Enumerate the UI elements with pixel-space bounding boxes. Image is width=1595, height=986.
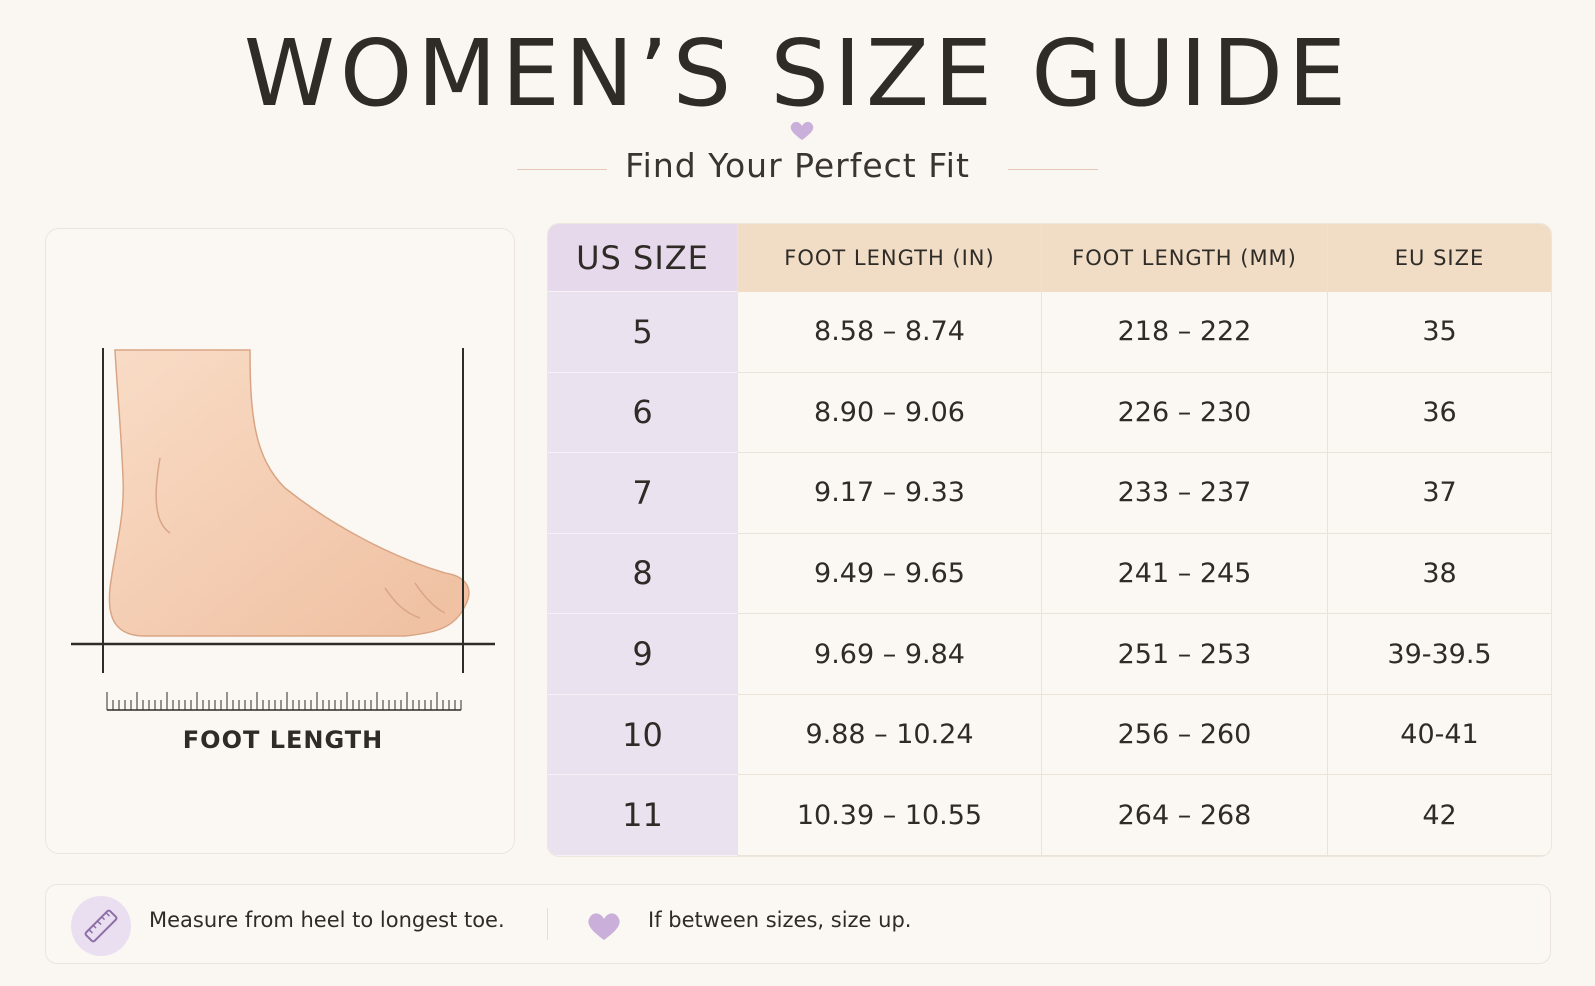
table-cell: 226 – 230 [1041,372,1327,454]
heart-icon [588,913,620,940]
table-cell: 8 [548,533,737,615]
table-cell: 9.49 – 9.65 [737,533,1041,615]
table-cell: 9.88 – 10.24 [737,694,1041,776]
title: WOMEN’S SIZE GUIDE [243,20,1352,127]
column-header: EU SIZE [1327,224,1551,292]
foot-illustration [71,348,495,711]
divider [547,908,548,940]
table-cell: 37 [1327,453,1551,534]
table-cell: 5 [548,292,737,373]
tips-bar [45,884,1551,964]
table-cell: 9.17 – 9.33 [737,453,1041,534]
table-cell: 264 – 268 [1041,775,1327,856]
table-cell: 233 – 237 [1041,453,1327,534]
size-table: US SIZE FOOT LENGTH (IN) FOOT LENGTH (MM) E… [547,223,1552,857]
table-cell: 11 [548,775,737,856]
table-cell: 10.39 – 10.55 [737,775,1041,856]
table-cell: 10 [548,694,737,776]
table-cell: 6 [548,372,737,454]
heart-icon [790,121,814,140]
divider [517,169,607,170]
table-cell: 218 – 222 [1041,292,1327,373]
column-header: US SIZE [548,224,737,292]
subtitle: Find Your Perfect Fit [625,146,970,185]
table-cell: 251 – 253 [1041,614,1327,695]
table-cell: 39-39.5 [1327,614,1551,695]
tip-text: If between sizes, size up. [648,908,912,932]
figure-label: FOOT LENGTH [182,726,384,754]
ruler-icon [71,896,131,956]
table-cell: 38 [1327,533,1551,615]
table-cell: 36 [1327,372,1551,454]
table-cell: 8.58 – 8.74 [737,292,1041,373]
column-header: FOOT LENGTH (IN) [737,224,1041,292]
ruler [106,692,462,710]
table-cell: 40-41 [1327,694,1551,776]
table-cell: 241 – 245 [1041,533,1327,615]
table-cell: 8.90 – 9.06 [737,372,1041,454]
tip-text: Measure from heel to longest toe. [149,908,505,932]
column-header: FOOT LENGTH (MM) [1041,224,1327,292]
table-cell: 42 [1327,775,1551,856]
table-cell: 9 [548,614,737,695]
table-cell: 9.69 – 9.84 [737,614,1041,695]
divider [1008,169,1098,170]
table-cell: 256 – 260 [1041,694,1327,776]
table-cell: 35 [1327,292,1551,373]
table-cell: 7 [548,453,737,534]
